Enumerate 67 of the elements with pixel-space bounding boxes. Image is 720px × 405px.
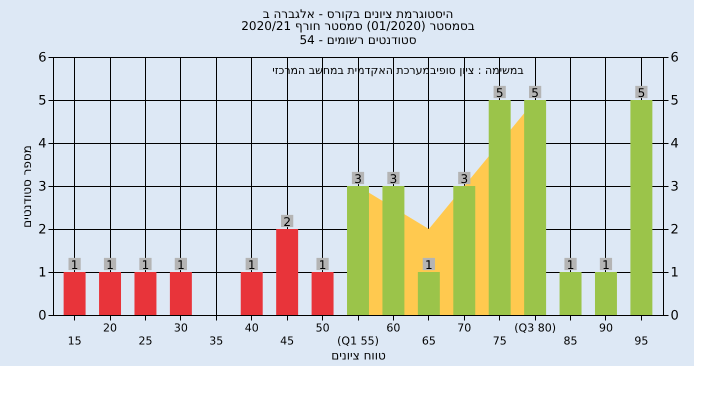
bar xyxy=(99,272,122,315)
y2-tick-label: 0 xyxy=(670,308,679,324)
data-label: 5 xyxy=(638,86,646,100)
data-label: 1 xyxy=(70,258,78,272)
bar xyxy=(594,272,617,315)
bar xyxy=(453,186,476,315)
bar xyxy=(630,100,652,315)
y2-tick-label: 3 xyxy=(670,180,679,194)
x-tick-label: 85 xyxy=(564,334,578,348)
data-label: 1 xyxy=(425,258,433,272)
bar xyxy=(347,186,369,315)
chart-title: היסטוגרמת ציונים בקורס - אלגברה ב xyxy=(262,7,454,21)
x-tick-label: 70 xyxy=(457,322,472,334)
data-label: 3 xyxy=(390,172,398,186)
x-tick-label: 15 xyxy=(68,334,82,348)
bar xyxy=(418,272,440,315)
x-tick-label: (Q3 80) xyxy=(514,322,556,334)
bar xyxy=(560,272,582,315)
x-tick-label: 35 xyxy=(209,334,224,348)
y2-tick-label: 4 xyxy=(670,136,679,152)
x-tick-label: 60 xyxy=(386,322,400,334)
y-tick-label: 6 xyxy=(38,50,46,66)
bar xyxy=(64,272,86,315)
data-label: 5 xyxy=(496,86,504,100)
x-tick-label: 95 xyxy=(634,334,648,348)
data-label: 5 xyxy=(531,86,539,100)
bar xyxy=(382,186,404,315)
bar xyxy=(488,100,511,315)
y-tick-label: 2 xyxy=(38,222,46,238)
data-label: 2 xyxy=(283,215,291,229)
data-label: 1 xyxy=(602,258,610,272)
data-label: 3 xyxy=(460,172,468,186)
x-tick-label: 30 xyxy=(174,322,188,334)
data-label: 3 xyxy=(354,172,362,186)
bar xyxy=(276,229,298,315)
data-label: 1 xyxy=(318,258,326,272)
bar xyxy=(524,100,546,315)
bar xyxy=(170,272,192,315)
y-axis-title: מספר סטודנטים xyxy=(20,145,34,228)
y2-tick-label: 1 xyxy=(670,266,679,280)
x-tick-label: 25 xyxy=(138,334,152,348)
y-tick-label: 5 xyxy=(38,94,46,108)
data-label: 1 xyxy=(106,258,114,272)
y2-tick-label: 2 xyxy=(670,222,679,238)
y-tick-label: 0 xyxy=(38,308,46,324)
y2-tick-label: 5 xyxy=(670,94,679,108)
x-tick-label: 40 xyxy=(244,322,259,334)
x-tick-label: (Q1 55) xyxy=(337,334,379,348)
x-tick-label: 20 xyxy=(103,322,118,334)
y-tick-label: 1 xyxy=(38,266,46,280)
y2-tick-label: 6 xyxy=(670,50,679,66)
chart-subtitle: בסמסטר (01/2020) סמסטר חורף 2020/21 סטודנטים רשומים - 54 xyxy=(241,19,475,47)
bar xyxy=(240,272,263,315)
data-label: 1 xyxy=(177,258,185,272)
data-label: 1 xyxy=(566,258,574,272)
y-tick-label: 3 xyxy=(38,180,46,194)
data-label: 1 xyxy=(248,258,256,272)
x-tick-label: 65 xyxy=(422,334,436,348)
y-tick-label: 4 xyxy=(38,136,46,152)
x-tick-label: 45 xyxy=(280,334,294,348)
x-tick-label: 50 xyxy=(316,322,330,334)
x-tick-label: 90 xyxy=(598,322,613,334)
bar xyxy=(312,272,334,315)
data-label: 1 xyxy=(142,258,150,272)
x-tick-label: 75 xyxy=(492,334,507,348)
bar xyxy=(134,272,156,315)
x-axis-title: טווח ציונים xyxy=(331,348,386,362)
